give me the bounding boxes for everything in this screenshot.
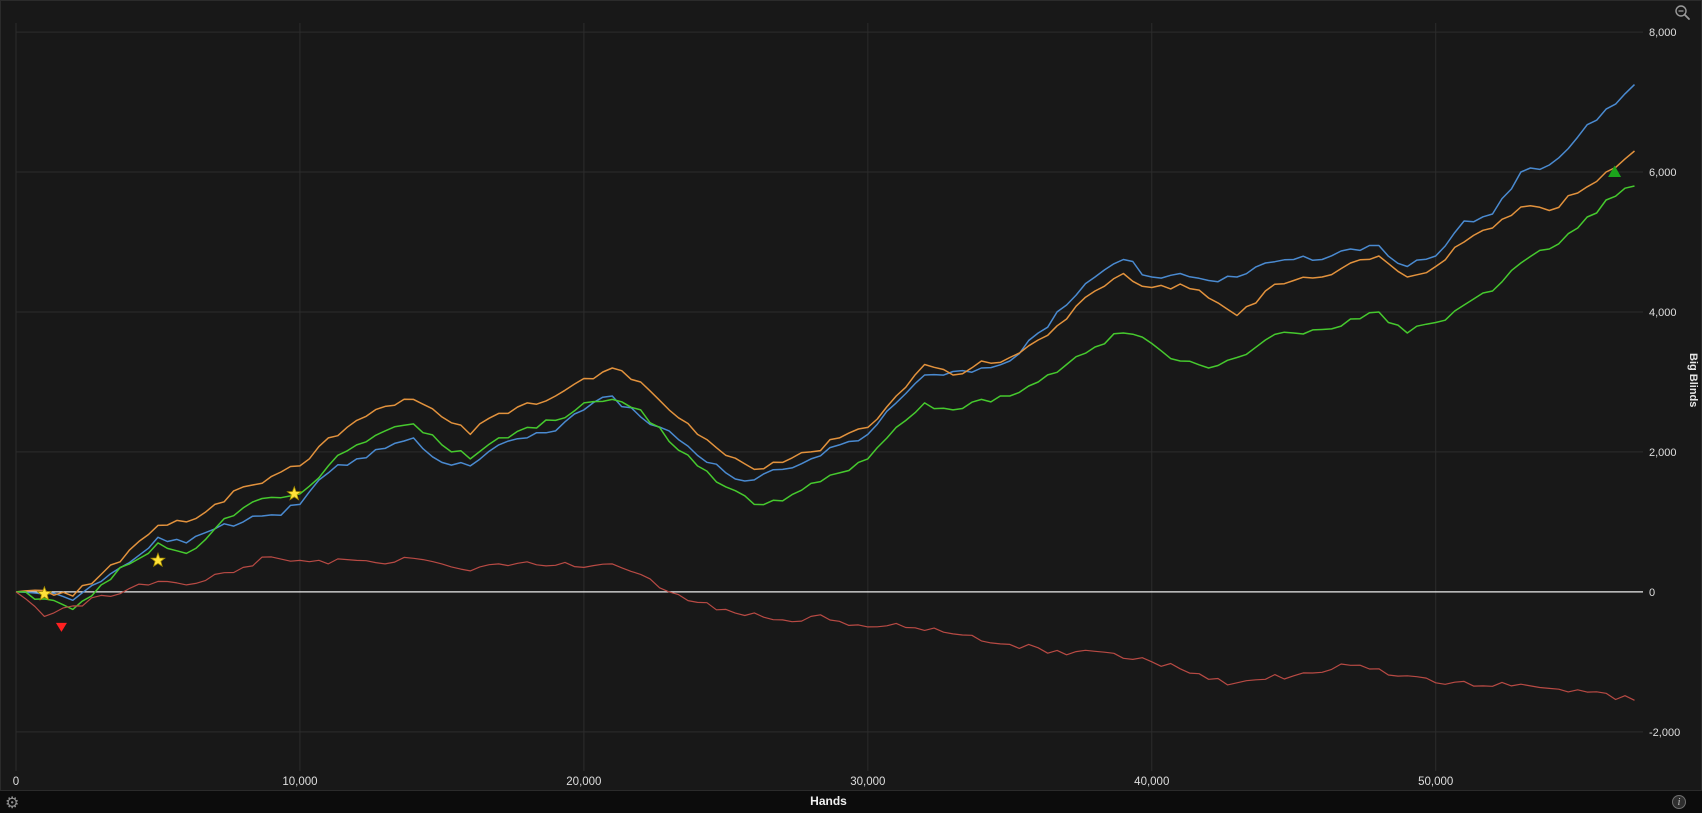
winnings-graph[interactable]: 0 10,000 20,000 30,000 40,000 50,000 -2,000 0 2,… xyxy=(1,1,1701,790)
series-orange-line xyxy=(15,150,1635,597)
y-tick-label: 0 xyxy=(1649,587,1655,599)
x-axis-title: Hands xyxy=(810,794,847,808)
chart-panel: 0 10,000 20,000 30,000 40,000 50,000 -2,000 0 2,… xyxy=(0,0,1702,791)
triangle-up-marker[interactable] xyxy=(1608,165,1622,178)
series-red-line xyxy=(15,556,1635,701)
x-tick-label: 0 xyxy=(13,776,19,788)
star-marker[interactable] xyxy=(149,552,166,568)
y-tick-label: 4,000 xyxy=(1649,307,1677,319)
x-tick-label: 30,000 xyxy=(850,776,885,788)
zoom-out-icon[interactable] xyxy=(1674,4,1691,21)
y-tick-label: 6,000 xyxy=(1649,167,1677,179)
x-tick-label: 10,000 xyxy=(282,776,317,788)
series-green-line xyxy=(16,185,1635,611)
series-blue-line xyxy=(15,84,1636,602)
triangle-down-marker[interactable] xyxy=(55,622,67,632)
y-axis-title: Big Blinds xyxy=(1687,353,1699,408)
y-tick-label: 8,000 xyxy=(1649,27,1677,39)
info-icon[interactable]: i xyxy=(1672,795,1686,809)
x-tick-label: 50,000 xyxy=(1418,776,1453,788)
x-tick-label: 40,000 xyxy=(1134,776,1169,788)
x-tick-label: 20,000 xyxy=(566,776,601,788)
y-tick-label: -2,000 xyxy=(1649,727,1680,739)
star-marker[interactable] xyxy=(36,585,53,601)
settings-gear-icon[interactable]: ⚙ xyxy=(5,795,20,812)
y-tick-label: 2,000 xyxy=(1649,447,1677,459)
star-marker[interactable] xyxy=(286,485,303,501)
bottom-bar: Hands xyxy=(0,791,1702,813)
